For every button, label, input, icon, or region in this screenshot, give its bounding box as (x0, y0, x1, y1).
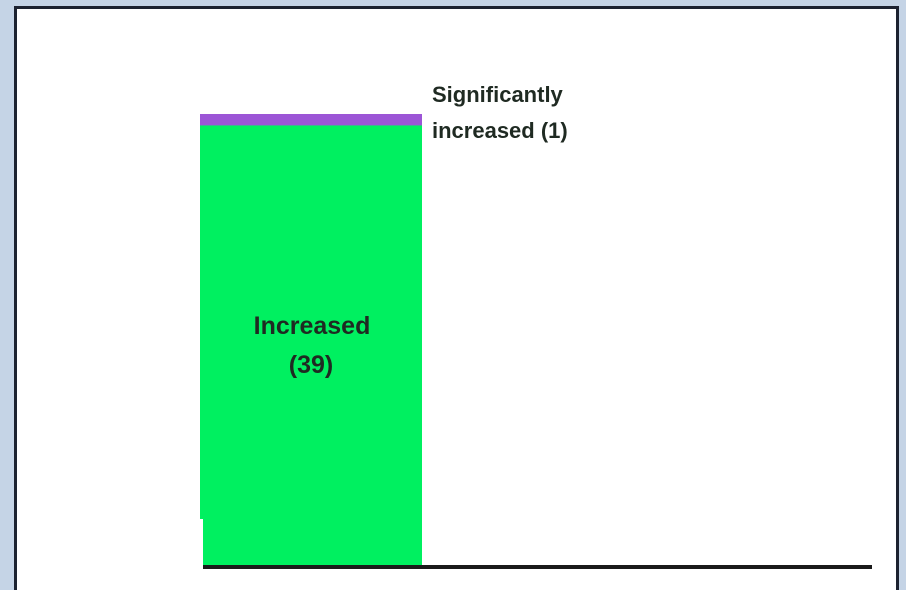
data-label-increased-name: Increased (254, 312, 371, 340)
bar-significantly-increased (200, 114, 422, 126)
data-label-increased-value: (39) (289, 351, 333, 379)
chart-panel (14, 6, 899, 590)
bar-increased (200, 121, 422, 568)
data-label-significant-value: increased (1) (432, 118, 568, 143)
blank-overlay (17, 519, 203, 590)
data-label-significant-name: Significantly (432, 82, 564, 107)
